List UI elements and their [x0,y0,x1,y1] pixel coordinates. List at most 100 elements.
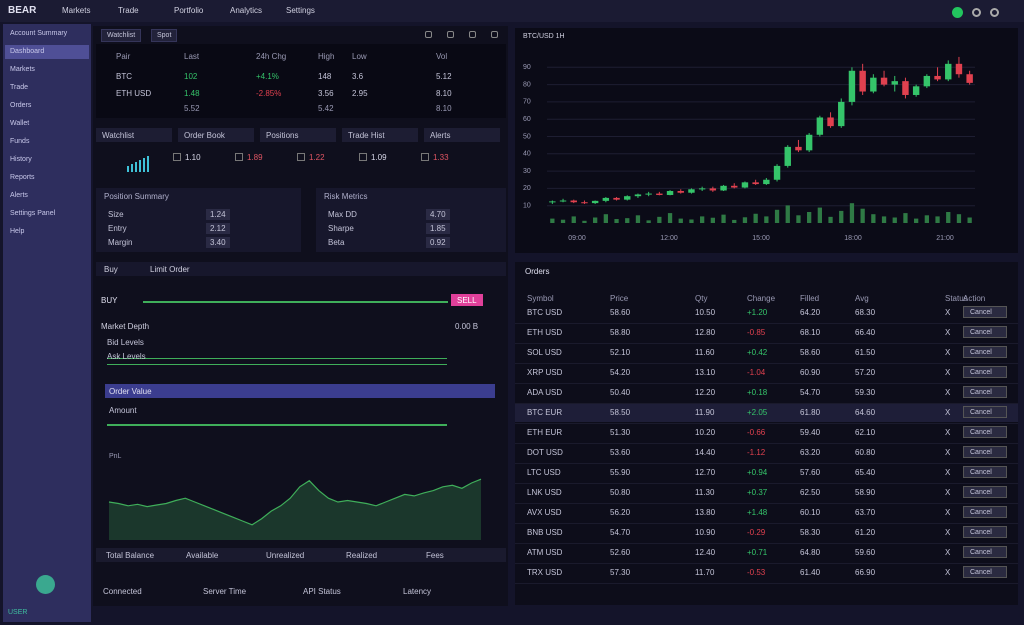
sidebar-item[interactable]: Dashboard [10,48,45,55]
chart-title: PnL [109,453,122,460]
sidebar-item[interactable]: Wallet [10,120,30,127]
icon-button[interactable] [425,31,432,38]
tab[interactable]: Order Book [178,128,254,142]
sidebar-item[interactable]: Markets [10,66,35,73]
ticker-tab[interactable]: Spot [151,29,178,42]
icon-button[interactable] [491,31,498,38]
table-cell: DOT USD [527,448,563,457]
action-button[interactable]: Cancel [963,446,1007,458]
action-button[interactable]: Cancel [963,306,1007,318]
footer-label: Fees [426,551,444,560]
action-button[interactable]: Cancel [963,486,1007,498]
sell-button[interactable]: SELL [451,294,483,306]
nav-item[interactable]: Markets [62,6,91,15]
x-tick-label: 21:00 [936,235,954,242]
table-cell: 13.10 [695,368,716,377]
action-button[interactable]: Cancel [963,366,1007,378]
candle-body [666,190,674,195]
volume-bar [796,215,801,223]
table-cell: SOL USD [527,348,562,357]
status-label: Connected [103,587,142,596]
y-tick-label: 30 [523,168,531,175]
table-cell: ETH EUR [527,428,563,437]
row-divider [515,443,1018,444]
icon-button[interactable] [972,8,981,17]
sidebar-item[interactable]: Reports [10,174,35,181]
candle-body [741,182,749,188]
top-bar [0,0,1024,22]
nav-item[interactable]: Analytics [230,6,263,15]
volume-bar [732,219,737,223]
tab[interactable]: Trade Hist [342,128,418,142]
avatar[interactable] [36,575,55,594]
tab[interactable]: Watchlist [96,128,172,142]
y-tick-label: 40 [523,151,531,158]
action-button[interactable]: Cancel [963,346,1007,358]
ticker-tab[interactable]: Watchlist [101,29,142,42]
order-tab[interactable]: Limit Order [150,265,190,274]
action-button[interactable]: Cancel [963,426,1007,438]
candle-body [859,70,866,92]
icon-bar [143,158,145,172]
row-divider [515,363,1018,364]
row-divider [515,543,1018,544]
candle-body [731,185,738,188]
sidebar-item[interactable]: Help [10,228,25,235]
table-cell: 51.30 [610,428,631,437]
ticker-cell: 5.12 [436,72,452,81]
row-highlight [515,404,1018,422]
sidebar-item[interactable]: History [10,156,32,163]
action-button[interactable]: Cancel [963,506,1007,518]
sidebar-item[interactable]: Orders [10,102,32,109]
middle-panel: Watchlist Spot Pair Last 24h Chg High Low Vol BT… [93,26,508,606]
sidebar-item[interactable]: Trade [10,84,29,91]
volume-bar [742,217,748,223]
tab[interactable]: Positions [260,128,336,142]
table-cell: 64.20 [800,308,821,317]
icon-button[interactable] [990,8,999,17]
order-tab[interactable]: Buy [104,265,118,274]
table-cell: 60.80 [855,448,876,457]
panel-value: 2.12 [206,223,230,234]
quote: 1.33 [433,153,449,162]
tab[interactable]: Alerts [424,128,500,142]
action-button[interactable]: Cancel [963,326,1007,338]
sidebar [3,24,91,622]
table-cell: 60.10 [800,508,821,517]
slider[interactable] [143,301,448,303]
nav-item[interactable]: Settings [286,6,315,15]
table-cell: -0.85 [747,328,766,337]
pnl-line [108,478,482,526]
sidebar-item[interactable]: Funds [10,138,30,145]
candle-body [645,193,652,195]
sidebar-item[interactable]: Account Summary [10,30,68,37]
icon-button[interactable] [469,31,476,38]
ticker-cell: 3.6 [352,72,364,81]
action-button[interactable]: Cancel [963,406,1007,418]
row-divider [515,563,1018,564]
action-button[interactable]: Cancel [963,386,1007,398]
table-cell: 14.40 [695,448,716,457]
volume-bar [753,213,758,223]
ticker-cell: 102 [184,72,198,81]
table-cell: XRP USD [527,368,563,377]
action-button[interactable]: Cancel [963,546,1007,558]
slider[interactable] [107,424,447,426]
table-cell: X [945,488,951,497]
sidebar-item[interactable]: Settings Panel [10,210,56,217]
nav-item[interactable]: Trade [118,6,139,15]
icon-button[interactable] [447,31,454,38]
candle-body [891,81,898,85]
action-button[interactable]: Cancel [963,466,1007,478]
action-button[interactable]: Cancel [963,526,1007,538]
action-button[interactable]: Cancel [963,566,1007,578]
volume-bar [924,215,929,223]
sidebar-item[interactable]: Alerts [10,192,28,199]
table-cell: X [945,508,951,517]
candle-body [688,189,695,193]
candle-body [656,193,663,195]
nav-item[interactable]: Portfolio [174,6,204,15]
volume-bar [625,218,630,223]
ticker-table: Pair Last 24h Chg High Low Vol BTC 102 +4.1% 148 3… [96,44,506,118]
table-cell: 54.20 [610,368,631,377]
